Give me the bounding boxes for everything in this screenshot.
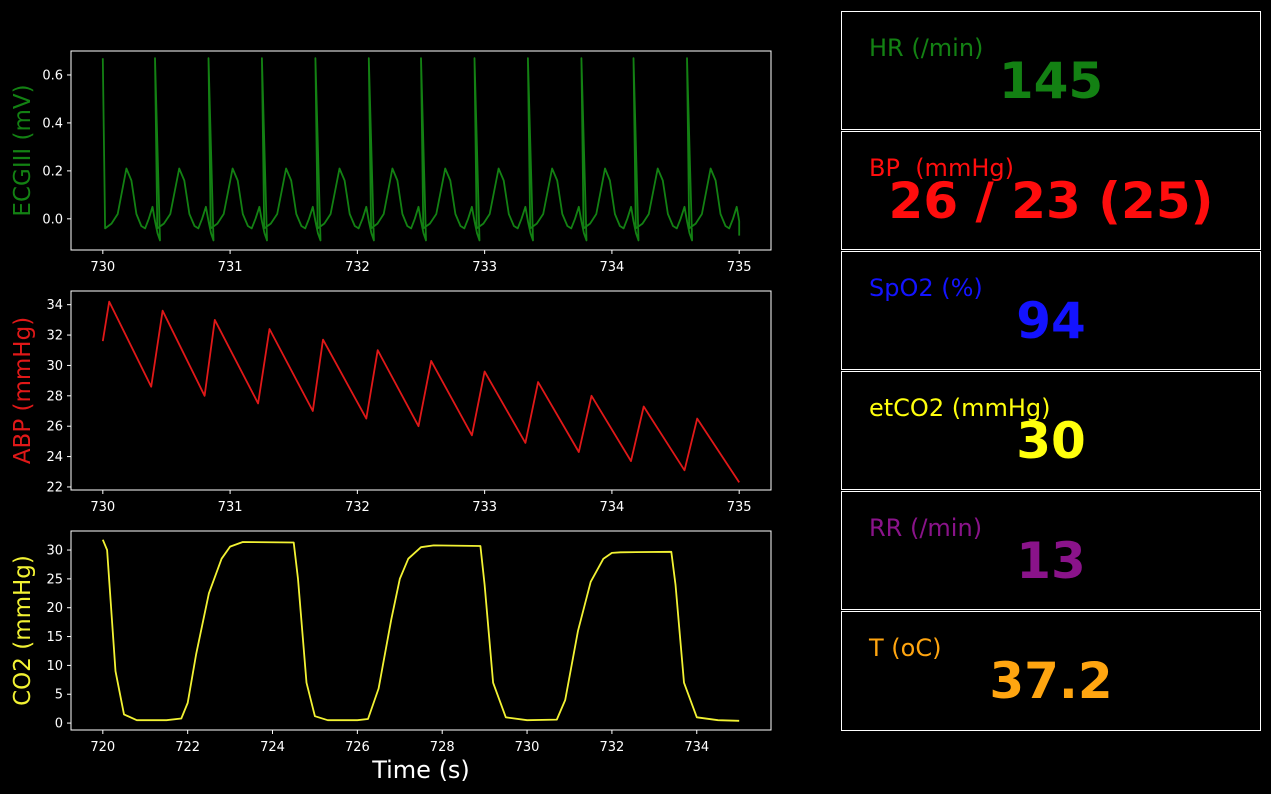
hr-value: 145 xyxy=(998,52,1104,110)
rr-value: 13 xyxy=(1016,532,1086,590)
x-tick-label: 734 xyxy=(684,740,709,755)
temp-label: T (oC) xyxy=(869,634,942,662)
y-axis-label: CO2 (mmHg) xyxy=(10,555,36,706)
y-tick-label: 30 xyxy=(46,544,63,559)
x-tick-label: 731 xyxy=(218,500,243,515)
y-axis-label: ABP (mmHg) xyxy=(10,317,36,464)
vital-panel-spo2: SpO2 (%) 94 xyxy=(841,251,1261,370)
plot-frame xyxy=(70,50,772,251)
y-tick-label: 32 xyxy=(46,329,63,344)
spo2-label: SpO2 (%) xyxy=(869,274,983,302)
x-tick-label: 726 xyxy=(345,740,370,755)
plot-frame xyxy=(70,290,772,491)
y-tick-label: 20 xyxy=(46,601,63,616)
x-tick-label: 735 xyxy=(727,500,752,515)
y-tick-label: 22 xyxy=(46,480,63,495)
y-tick-label: 24 xyxy=(46,450,63,465)
x-tick-label: 730 xyxy=(90,500,115,515)
bp-label: BP (mmHg) xyxy=(869,154,1014,182)
vital-panel-temp: T (oC) 37.2 xyxy=(841,611,1261,731)
y-tick-label: 0 xyxy=(55,717,63,732)
y-tick-label: 25 xyxy=(46,572,63,587)
x-axis-label: Time (s) xyxy=(371,756,470,784)
x-tick-label: 733 xyxy=(472,500,497,515)
y-tick-label: 5 xyxy=(55,688,63,703)
waveform-charts: 730 731 732 733 734 735 0.0 0.2 0.4 0.6 ECGIII (mV… xyxy=(10,50,772,784)
x-tick-label: 731 xyxy=(218,260,243,275)
series-line xyxy=(101,300,740,483)
plot-frame xyxy=(70,530,772,731)
x-tick-label: 728 xyxy=(430,740,455,755)
y-tick-label: 0.2 xyxy=(42,164,63,179)
y-tick-label: 28 xyxy=(46,389,63,404)
x-tick-label: 734 xyxy=(599,260,624,275)
y-tick-label: 0.0 xyxy=(42,212,63,227)
vital-panel-rr: RR (/min) 13 xyxy=(841,491,1261,610)
y-tick-label: 15 xyxy=(46,630,63,645)
y-tick-label: 0.6 xyxy=(42,68,63,83)
x-tick-label: 730 xyxy=(90,260,115,275)
x-tick-label: 734 xyxy=(599,500,624,515)
y-tick-label: 26 xyxy=(46,420,63,435)
x-tick-label: 735 xyxy=(727,260,752,275)
y-axis-label: ECGIII (mV) xyxy=(10,84,36,216)
vital-panel-etco2: etCO2 (mmHg) 30 xyxy=(841,371,1261,490)
spo2-value: 94 xyxy=(1016,292,1086,350)
y-tick-label: 10 xyxy=(46,659,63,674)
x-tick-label: 720 xyxy=(90,740,115,755)
y-tick-label: 34 xyxy=(46,298,63,313)
etco2-value: 30 xyxy=(1016,412,1086,470)
vital-panel-bp: BP (mmHg) 26 / 23 (25) xyxy=(841,131,1261,250)
series-line xyxy=(101,539,740,722)
x-tick-label: 722 xyxy=(175,740,200,755)
bp-value: 26 / 23 (25) xyxy=(888,172,1214,230)
hr-label: HR (/min) xyxy=(869,34,984,62)
x-tick-label: 732 xyxy=(345,260,370,275)
series-line xyxy=(101,57,741,242)
y-tick-label: 0.4 xyxy=(42,116,63,131)
x-tick-label: 732 xyxy=(599,740,624,755)
etco2-label: etCO2 (mmHg) xyxy=(869,394,1051,422)
x-tick-label: 732 xyxy=(345,500,370,515)
x-tick-label: 733 xyxy=(472,260,497,275)
temp-value: 37.2 xyxy=(989,652,1113,710)
x-tick-label: 730 xyxy=(515,740,540,755)
chart-2: 720 722 724 726 728 730 732 734 0 5 10 15 20 25 30 CO2 … xyxy=(10,530,772,784)
vital-panel-hr: HR (/min) 145 xyxy=(841,11,1261,130)
x-tick-label: 724 xyxy=(260,740,285,755)
rr-label: RR (/min) xyxy=(869,514,983,542)
y-tick-label: 30 xyxy=(46,359,63,374)
chart-1: 730 731 732 733 734 735 22 24 26 28 30 32 34 ABP (mmH… xyxy=(10,290,772,515)
chart-0: 730 731 732 733 734 735 0.0 0.2 0.4 0.6 ECGIII (mV… xyxy=(10,50,772,275)
